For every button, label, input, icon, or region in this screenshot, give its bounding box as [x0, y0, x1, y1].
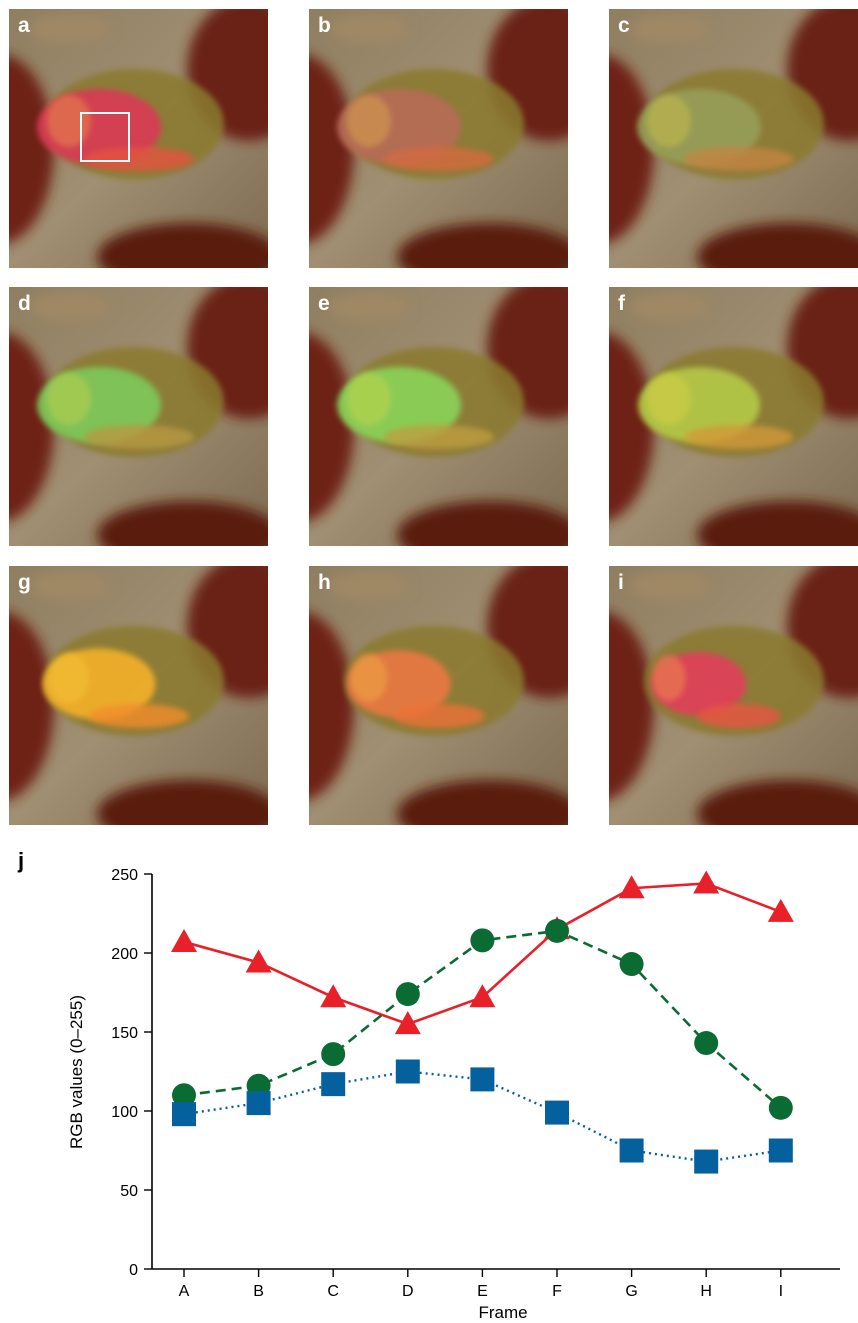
rgb-chart: j 0 50 100 150 200 250 A B C D E F G H I Frame RGB val…: [0, 836, 858, 1323]
y-tick-label: 100: [111, 1104, 138, 1121]
x-axis-label: Frame: [478, 1303, 527, 1322]
panel-label: g: [18, 571, 31, 594]
image-panel-g: g: [9, 566, 268, 825]
series-lines: [183, 882, 782, 1163]
x-tick-label: E: [477, 1283, 488, 1300]
data-point-triangle: [618, 875, 645, 899]
panel-label: e: [318, 292, 330, 315]
series-markers: [171, 870, 794, 1174]
x-tick-label: C: [327, 1283, 339, 1300]
microscope-image: [309, 287, 568, 546]
data-point-circle: [470, 928, 495, 953]
x-tick-label: I: [779, 1283, 783, 1300]
y-tick-label: 250: [111, 867, 138, 884]
panel-label: d: [18, 292, 31, 315]
y-tick-label: 50: [120, 1183, 138, 1200]
image-panel-f: f: [609, 287, 858, 546]
data-point-triangle: [320, 984, 347, 1008]
chart-axes: 0 50 100 150 200 250 A B C D E F G H I: [111, 867, 840, 1300]
data-point-triangle: [394, 1011, 421, 1035]
microscope-image: [609, 9, 858, 268]
panel-label: a: [18, 14, 30, 37]
image-panel-a: a: [9, 9, 268, 268]
chart-panel-label: j: [17, 848, 24, 873]
y-axis-label: RGB values (0–255): [67, 995, 86, 1149]
data-point-square: [395, 1059, 420, 1084]
panel-label: b: [318, 14, 331, 37]
data-point-triangle: [767, 898, 794, 922]
data-point-square: [619, 1138, 644, 1163]
data-point-triangle: [469, 984, 496, 1008]
y-tick-label: 200: [111, 946, 138, 963]
image-panel-h: h: [309, 566, 568, 825]
microscope-image: [9, 287, 268, 546]
roi-box: [80, 112, 130, 162]
data-point-circle: [694, 1031, 719, 1056]
x-tick-label: F: [552, 1283, 562, 1300]
x-tick-label: H: [700, 1283, 712, 1300]
y-tick-label: 0: [129, 1262, 138, 1279]
x-tick-label: G: [625, 1283, 637, 1300]
x-tick-label: B: [253, 1283, 264, 1300]
data-point-circle: [768, 1095, 793, 1120]
image-panel-b: b: [309, 9, 568, 268]
microscope-image: [609, 566, 858, 825]
microscope-image: [309, 9, 568, 268]
data-point-square: [172, 1102, 196, 1127]
panel-label: h: [318, 571, 331, 594]
data-point-circle: [321, 1042, 346, 1067]
data-point-triangle: [171, 928, 197, 952]
data-point-square: [768, 1138, 793, 1163]
data-point-circle: [619, 952, 644, 977]
rgb-line-chart: j 0 50 100 150 200 250 A B C D E F G H I Frame RGB val…: [17, 848, 840, 1322]
data-point-square: [545, 1100, 569, 1125]
panel-label: f: [618, 292, 625, 315]
data-point-square: [470, 1067, 495, 1092]
microscope-image: [9, 566, 268, 825]
data-point-square: [694, 1149, 719, 1174]
panel-label: i: [618, 571, 624, 594]
x-tick-label: A: [179, 1283, 190, 1300]
image-panel-e: e: [309, 287, 568, 546]
data-point-circle: [545, 918, 569, 943]
data-point-circle: [395, 982, 420, 1007]
data-point-circle: [172, 1083, 196, 1108]
data-point-square: [246, 1091, 271, 1116]
x-tick-label: D: [402, 1283, 414, 1300]
image-panel-c: c: [609, 9, 858, 268]
microscope-image: [609, 287, 858, 546]
panel-label: c: [618, 14, 630, 37]
microscope-image: [9, 9, 268, 268]
data-point-square: [321, 1072, 346, 1097]
image-panel-d: d: [9, 287, 268, 546]
y-tick-label: 150: [111, 1025, 138, 1042]
image-panel-i: i: [609, 566, 858, 825]
data-point-triangle: [693, 870, 720, 894]
image-panel-grid: a b c d e f g h i: [9, 9, 858, 825]
microscope-image: [309, 566, 568, 825]
data-point-triangle: [245, 949, 272, 973]
